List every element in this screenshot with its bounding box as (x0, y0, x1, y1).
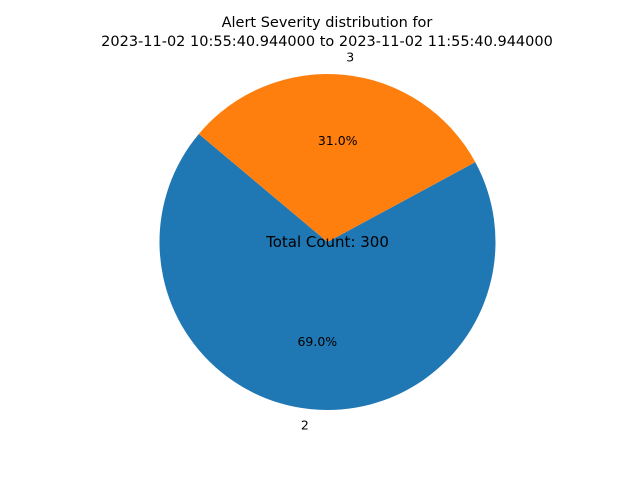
slice-percent-3: 31.0% (318, 133, 358, 148)
slice-label-3: 3 (346, 50, 354, 65)
chart-title: Alert Severity distribution for 2023-11-0… (101, 15, 553, 50)
pie-slices (159, 73, 496, 410)
chart-title-line: Alert Severity distribution for (222, 15, 433, 31)
chart-title-line: 2023-11-02 10:55:40.944000 to 2023-11-02… (101, 34, 553, 50)
slice-label-2: 2 (301, 417, 309, 432)
total-count-annotation: Total Count: 300 (265, 233, 389, 251)
slice-percent-2: 69.0% (297, 334, 337, 349)
slice-percent-labels: 69.0% 31.0% (297, 133, 357, 349)
pie-slice-3 (198, 73, 476, 242)
slice-category-labels: 23 (301, 50, 354, 433)
pie-slice-2 (159, 134, 496, 410)
